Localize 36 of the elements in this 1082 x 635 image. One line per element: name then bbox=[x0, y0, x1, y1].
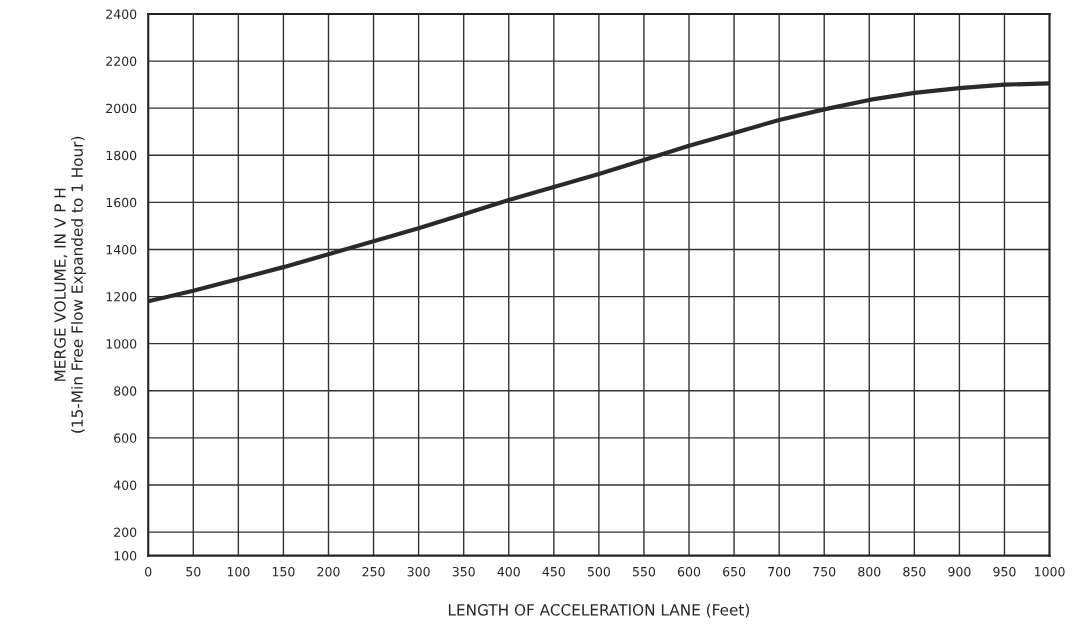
y-tick-label: 1000 bbox=[106, 339, 137, 349]
y-tick-label: 200 bbox=[114, 527, 137, 537]
x-tick-label: 400 bbox=[497, 566, 520, 577]
y-tick-label: 400 bbox=[113, 480, 137, 490]
x-tick-label: 100 bbox=[227, 566, 250, 577]
x-tick-label: 600 bbox=[677, 566, 701, 577]
x-tick-label: 650 bbox=[723, 566, 746, 577]
x-axis-title: LENGTH OF ACCELERATION LANE (Feet) bbox=[448, 603, 750, 618]
y-tick-label: 600 bbox=[114, 433, 137, 443]
x-tick-label: 700 bbox=[768, 566, 791, 577]
x-tick-label: 800 bbox=[858, 566, 881, 577]
y-axis-title: MERGE VOLUME, IN V P H (15-Min Free Flow Expanded to 1 Hour) bbox=[54, 136, 86, 433]
x-tick-label: 150 bbox=[272, 566, 295, 577]
y-tick-label: 2400 bbox=[106, 9, 137, 19]
x-tick-label: 450 bbox=[542, 566, 565, 577]
x-tick-label: 950 bbox=[993, 566, 1016, 577]
y-tick-label: 1800 bbox=[106, 150, 137, 161]
x-tick-label: 850 bbox=[903, 566, 926, 577]
x-tick-label: 300 bbox=[407, 566, 430, 577]
y-tick-label: 1600 bbox=[106, 197, 137, 208]
x-tick-label: 350 bbox=[452, 566, 475, 577]
x-tick-label: 750 bbox=[813, 566, 836, 577]
y-tick-label: 2200 bbox=[106, 56, 137, 66]
x-tick-label: 550 bbox=[632, 566, 656, 577]
x-tick-label: 500 bbox=[587, 566, 610, 577]
x-tick-label: 200 bbox=[317, 566, 340, 577]
y-tick-label: 1200 bbox=[106, 292, 137, 302]
y-tick-label: 2000 bbox=[106, 103, 137, 114]
x-tick-label: 0 bbox=[145, 566, 152, 577]
x-tick-label: 250 bbox=[362, 566, 385, 577]
x-tick-label: 50 bbox=[186, 566, 201, 577]
x-tick-label: 900 bbox=[948, 566, 971, 577]
y-tick-label: 100 bbox=[114, 551, 137, 561]
x-tick-label: 1000 bbox=[1035, 566, 1065, 577]
y-tick-label: 1400 bbox=[106, 244, 137, 255]
y-tick-label: 800 bbox=[114, 386, 137, 396]
